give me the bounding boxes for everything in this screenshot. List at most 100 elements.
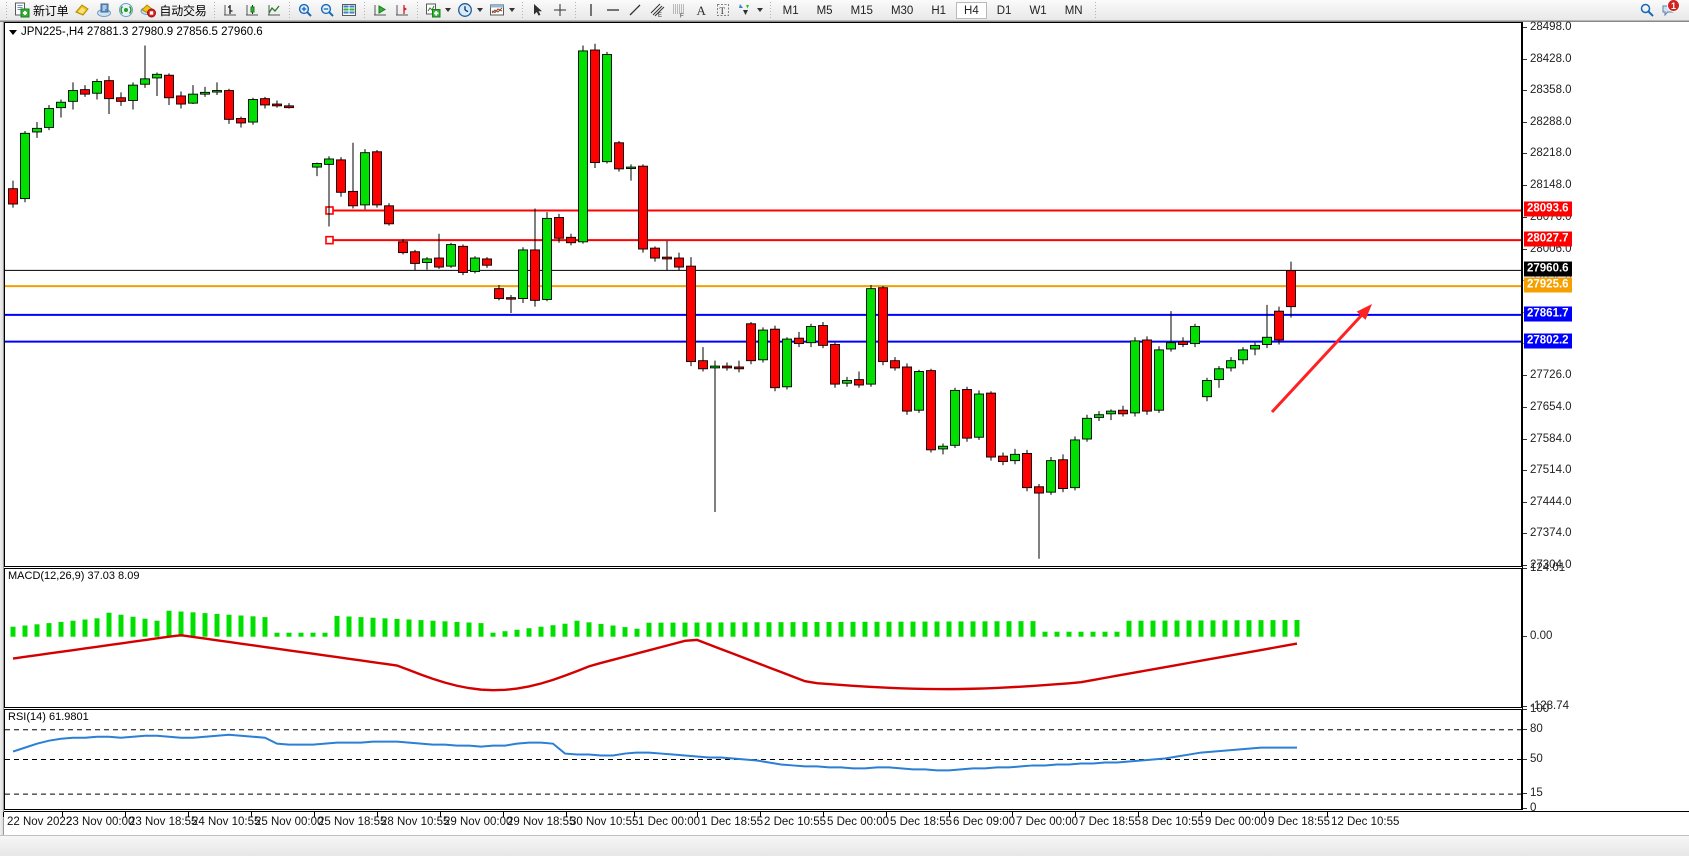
new-order-label: 新订单 <box>33 3 69 18</box>
timeframe-m5-button[interactable]: M5 <box>816 4 833 17</box>
candle-body <box>518 249 528 300</box>
timeframe-m30-button[interactable]: M30 <box>890 4 914 17</box>
data-window-button[interactable] <box>93 0 115 20</box>
macd-label: MACD(12,26,9) 37.03 8.09 <box>8 570 140 582</box>
macd-indicator-panel[interactable]: MACD(12,26,9) 37.03 8.09 <box>4 568 1522 708</box>
candle-body <box>248 99 258 123</box>
price-tick-label: 28498.0 <box>1523 21 1572 33</box>
rsi-tick-label: 50 <box>1523 753 1543 765</box>
time-tick-mark <box>697 812 698 817</box>
chevron-down-icon[interactable] <box>508 8 515 12</box>
time-scale-axis[interactable]: 22 Nov 2022 23 Nov 00:00 23 Nov 18:55 24 No… <box>3 811 1689 835</box>
horizontal-line-tool-button[interactable] <box>602 0 624 20</box>
candle-body <box>482 258 492 266</box>
left-scroll-rail[interactable] <box>0 22 4 835</box>
search-icon[interactable] <box>1639 2 1655 18</box>
price-scale-axis[interactable]: 28498.0 28428.0 28358.0 28288.0 28218.0 28148… <box>1522 21 1689 814</box>
timeframe-mn-button[interactable]: MN <box>1064 4 1083 17</box>
alerts-count-badge: 1 <box>1667 0 1680 12</box>
candle-body <box>674 257 684 268</box>
time-tick-mark <box>125 812 126 817</box>
chevron-down-icon[interactable] <box>476 8 483 12</box>
price-level-tag-resistance-2[interactable]: 28093.6 <box>1524 201 1572 217</box>
templates-button[interactable] <box>486 0 518 20</box>
vertical-line-icon <box>583 2 599 18</box>
candle-body <box>200 91 210 95</box>
timeframe-d1-button[interactable]: D1 <box>996 4 1012 17</box>
candlestick-chart-button[interactable] <box>241 0 263 20</box>
timeframe-w1-button[interactable]: W1 <box>1029 4 1047 17</box>
chart-menu-caret-icon[interactable] <box>9 29 17 35</box>
time-tick-label: 29 Nov 00:00 <box>444 816 513 828</box>
equidistant-channel-tool-button[interactable]: E <box>646 0 668 20</box>
fibonacci-tool-button[interactable]: F <box>668 0 690 20</box>
shapes-tool-button[interactable] <box>734 0 766 20</box>
shapes-icon <box>737 2 753 18</box>
toolbar-divider <box>213 1 215 19</box>
period-button[interactable] <box>454 0 486 20</box>
candle-body <box>398 241 408 254</box>
chevron-down-icon[interactable] <box>756 8 763 12</box>
cursor-tool-button[interactable] <box>527 0 549 20</box>
expert-advisors-button[interactable] <box>71 0 93 20</box>
timeframe-h1-button[interactable]: H1 <box>931 4 947 17</box>
vertical-line-tool-button[interactable] <box>580 0 602 20</box>
time-tick-mark <box>1012 812 1013 817</box>
symbol-header: JPN225-,H4 27881.3 27980.9 27856.5 27960… <box>9 26 263 38</box>
time-tick-mark <box>251 812 252 817</box>
time-tick-label: 5 Dec 18:55 <box>890 816 953 828</box>
rsi-indicator-panel[interactable]: RSI(14) 61.9801 <box>4 709 1522 810</box>
price-level-tag-support-1[interactable]: 27861.7 <box>1524 306 1572 322</box>
candle-body <box>410 251 420 264</box>
timeframe-m1-button[interactable]: M1 <box>782 4 799 17</box>
chart-area: JPN225-,H4 27881.3 27980.9 27856.5 27960… <box>0 21 1689 856</box>
label-tool-button[interactable]: T <box>712 0 734 20</box>
price-candles-svg <box>5 43 1521 559</box>
candle-body <box>164 74 174 99</box>
candle-body <box>638 165 648 250</box>
bullish-arrow-head[interactable] <box>1356 304 1372 320</box>
chart-shift-button[interactable] <box>391 0 413 20</box>
alerts-icon[interactable]: 1 <box>1661 0 1680 18</box>
price-level-tag-support-2[interactable]: 27802.2 <box>1524 333 1572 349</box>
time-tick-mark <box>314 812 315 817</box>
candle-body <box>212 90 222 93</box>
toolbar-divider <box>288 1 290 19</box>
crosshair-tool-button[interactable] <box>549 0 571 20</box>
candle-body <box>128 84 138 101</box>
bullish-arrow-shaft[interactable] <box>1270 310 1367 414</box>
zoom-out-icon <box>319 2 335 18</box>
candle-body <box>614 142 624 170</box>
time-tick-label: 23 Nov 18:55 <box>129 816 198 828</box>
zoom-in-button[interactable] <box>294 0 316 20</box>
text-tool-button[interactable]: A <box>690 0 712 20</box>
candle-body <box>384 205 394 225</box>
price-tick-label: 27514.0 <box>1523 464 1572 476</box>
grid-button[interactable] <box>338 0 360 20</box>
price-level-tag-resistance-1[interactable]: 28027.7 <box>1524 231 1572 247</box>
candle-body <box>926 370 936 451</box>
line-chart-button[interactable] <box>263 0 285 20</box>
timeframe-h4-button[interactable]: H4 <box>956 1 987 19</box>
signals-button[interactable] <box>115 0 137 20</box>
price-level-tag-current-price[interactable]: 27960.6 <box>1524 261 1572 277</box>
new-order-button[interactable]: 新订单 <box>11 0 71 20</box>
timeframe-m15-button[interactable]: M15 <box>850 4 873 17</box>
trendline-tool-button[interactable] <box>624 0 646 20</box>
macd-signal-line <box>12 634 1298 692</box>
auto-trading-button[interactable]: 自动交易 <box>137 0 209 20</box>
auto-scroll-button[interactable] <box>369 0 391 20</box>
chevron-down-icon[interactable] <box>444 8 451 12</box>
level-handle-resistance-1[interactable] <box>325 235 334 245</box>
time-tick-mark <box>503 812 504 817</box>
price-chart-panel[interactable]: JPN225-,H4 27881.3 27980.9 27856.5 27960… <box>4 22 1522 567</box>
bar-chart-button[interactable] <box>219 0 241 20</box>
time-tick-label: 7 Dec 00:00 <box>1016 816 1079 828</box>
candle-body <box>974 393 984 438</box>
zoom-out-button[interactable] <box>316 0 338 20</box>
candle-body <box>1154 349 1164 411</box>
indicators-button[interactable] <box>422 0 454 20</box>
price-level-tag-entry-level[interactable]: 27925.6 <box>1524 277 1572 293</box>
candle-body <box>92 81 102 94</box>
time-tick-mark <box>1201 812 1202 817</box>
